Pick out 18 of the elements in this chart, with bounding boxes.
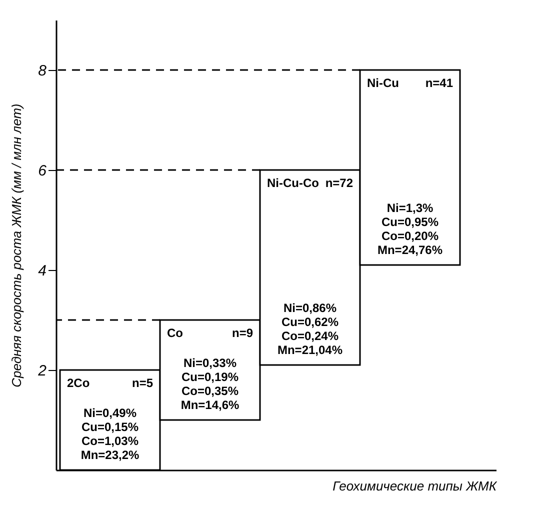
x-tick-label: Ni-Cu-Co — [267, 176, 319, 190]
y-tick-label: 2 — [37, 362, 48, 380]
annotation: n=5 — [132, 376, 154, 390]
annotation: Ni=0,33% Cu=0,19% Co=0,35% Mn=14,6% — [180, 356, 240, 412]
y-tick-label: 6 — [38, 162, 48, 180]
annotation: Ni=0,86% Cu=0,62% Co=0,24% Mn=21,04% — [277, 301, 343, 357]
x-tick-label: Co — [167, 326, 183, 340]
annotation: Ni=0,49% Cu=0,15% Co=1,03% Mn=23,2% — [80, 406, 140, 462]
annotation: n=9 — [232, 326, 254, 340]
y-axis-title: Средняя скорость роста ЖМК (мм / млн лет) — [9, 104, 24, 388]
annotation: n=72 — [325, 176, 354, 190]
annotation: n=41 — [425, 76, 454, 90]
x-axis-title: Геохимические типы ЖМК — [332, 478, 498, 494]
y-tick-label: 4 — [38, 262, 46, 280]
y-tick-label: 8 — [38, 62, 48, 80]
x-tick-label: 2Co — [67, 376, 90, 390]
annotation: Ni=1,3% Cu=0,95% Co=0,20% Mn=24,76% — [377, 201, 443, 257]
x-tick-label: Ni-Cu — [367, 76, 399, 90]
